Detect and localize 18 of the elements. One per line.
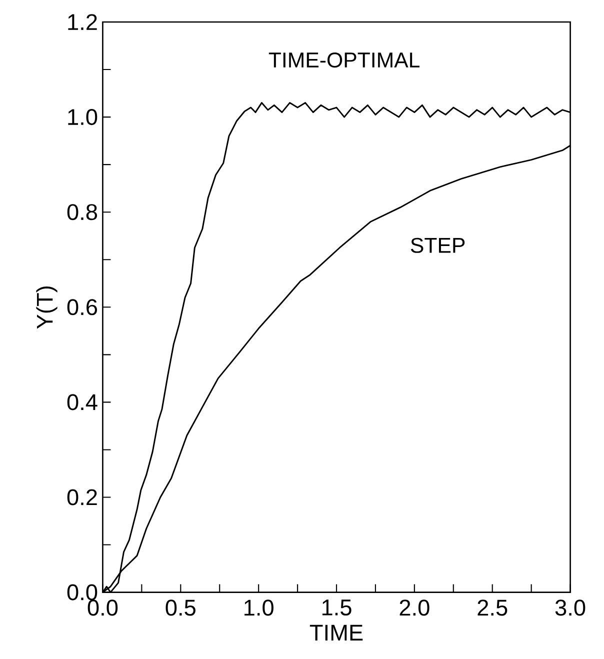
x-tick-label: 0.0 bbox=[88, 600, 118, 616]
x-tick-label: 2.0 bbox=[400, 600, 430, 616]
series-label: STEP bbox=[410, 238, 464, 253]
x-tick-label: 1.0 bbox=[244, 600, 274, 616]
x-tick-label: 1.5 bbox=[322, 600, 352, 616]
y-tick-label: 1.0 bbox=[68, 109, 97, 126]
y-tick-label: 0.8 bbox=[67, 204, 97, 220]
series-label: TIME-OPTIMAL bbox=[268, 52, 420, 68]
y-tick-label: 0.4 bbox=[67, 394, 98, 410]
x-tick-label: 3.0 bbox=[555, 600, 586, 616]
x-axis-title: TIME bbox=[310, 624, 362, 640]
y-tick-label: 0.6 bbox=[67, 299, 97, 316]
y-axis-title: Y(T) bbox=[36, 286, 58, 329]
x-tick-label: 0.5 bbox=[166, 600, 196, 616]
y-tick-label: 0.2 bbox=[67, 489, 97, 506]
x-tick-label: 2.5 bbox=[478, 600, 508, 616]
y-tick-label: 0.0 bbox=[67, 584, 97, 600]
y-tick-label: 1.2 bbox=[68, 14, 97, 30]
